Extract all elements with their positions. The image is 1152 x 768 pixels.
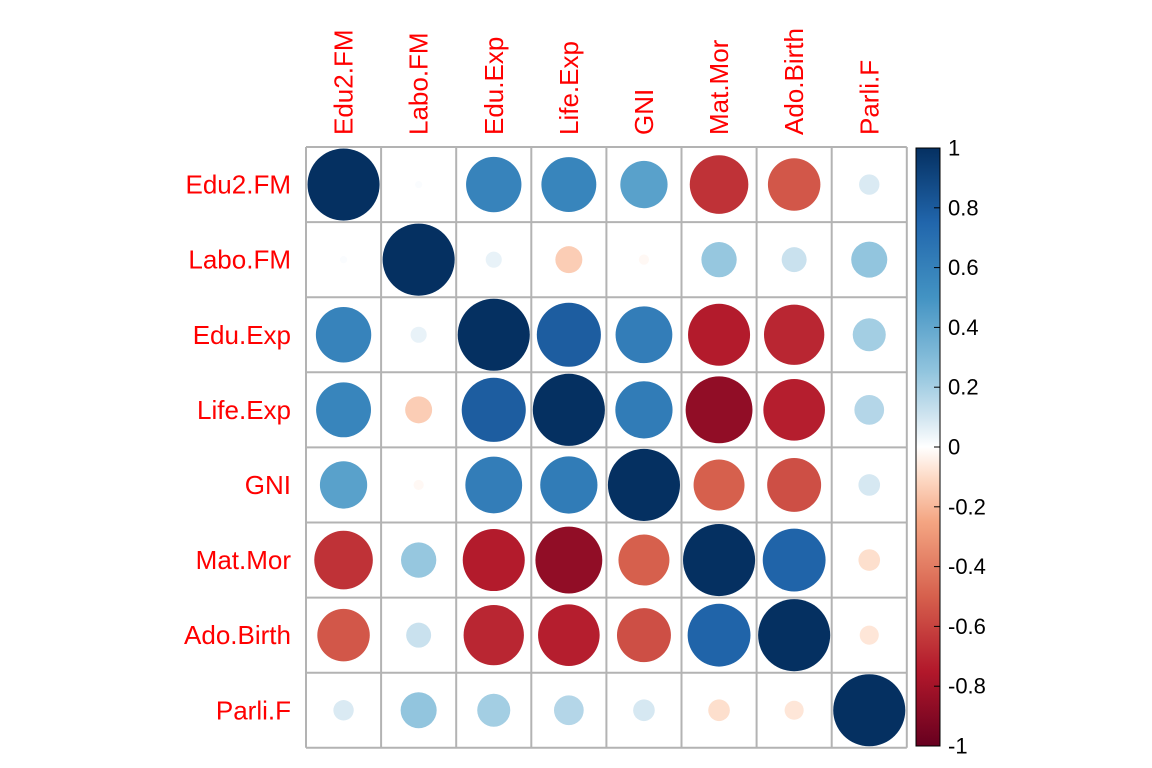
- correlation-circle-Life.Exp-Parli.F: [854, 394, 885, 425]
- correlation-circle-Ado.Birth-Edu2.FM: [317, 608, 370, 662]
- correlation-circle-Parli.F-GNI: [633, 699, 655, 722]
- column-label: Parli.F: [854, 60, 884, 135]
- color-legend: 1 0.8 0.6 0.4 0.2 0 -0.2 -0.4 -0.6 -0.8 -1: [915, 136, 986, 759]
- correlation-circle-Life.Exp-Mat.Mor: [685, 376, 753, 444]
- correlation-circle-Mat.Mor-Edu2.FM: [314, 530, 373, 590]
- correlation-circle-Life.Exp-Ado.Birth: [763, 379, 825, 441]
- correlation-circle-GNI-Parli.F: [858, 474, 881, 496]
- correlation-circle-Edu.Exp-Mat.Mor: [688, 303, 751, 366]
- correlation-circle-Ado.Birth-Mat.Mor: [687, 603, 751, 667]
- correlation-circle-Mat.Mor-Life.Exp: [535, 526, 603, 594]
- column-label: Life.Exp: [554, 41, 584, 135]
- correlation-circle-Edu2.FM-Life.Exp: [541, 157, 597, 213]
- color-scale-tick-label: 0.8: [948, 195, 979, 220]
- correlation-circle-Edu.Exp-GNI: [615, 306, 673, 364]
- correlation-circle-GNI-Mat.Mor: [693, 459, 745, 511]
- row-label: Parli.F: [216, 695, 291, 725]
- correlation-circle-Mat.Mor-GNI: [618, 534, 670, 586]
- correlation-circle-Mat.Mor-Ado.Birth: [762, 528, 826, 592]
- row-label: Edu.Exp: [193, 320, 291, 350]
- correlation-circle-Edu.Exp-Labo.FM: [410, 326, 427, 343]
- row-label: Mat.Mor: [196, 545, 292, 575]
- color-scale-tick-label: 0.2: [948, 375, 979, 400]
- correlation-circle-Ado.Birth-Life.Exp: [538, 604, 600, 666]
- correlation-circle-Parli.F-Edu2.FM: [333, 700, 354, 721]
- correlation-circle-Labo.FM-Mat.Mor: [701, 241, 737, 278]
- correlation-circle-Labo.FM-Ado.Birth: [781, 247, 807, 273]
- color-scale-tick-label: 0.6: [948, 255, 979, 280]
- color-scale-tick-label: -0.6: [948, 614, 986, 639]
- correlation-circle-GNI-Edu2.FM: [319, 461, 368, 509]
- correlation-circle-Edu.Exp-Life.Exp: [536, 302, 601, 367]
- correlation-circle-Life.Exp-Life.Exp: [532, 373, 605, 446]
- correlation-circle-Edu2.FM-Mat.Mor: [689, 155, 749, 214]
- correlation-circle-Ado.Birth-Parli.F: [859, 625, 879, 645]
- correlation-circle-Parli.F-Ado.Birth: [784, 700, 804, 720]
- column-label: Mat.Mor: [704, 39, 734, 135]
- correlation-circle-Ado.Birth-GNI: [616, 608, 671, 663]
- row-label: Labo.FM: [188, 245, 291, 275]
- row-label: GNI: [245, 470, 291, 500]
- correlation-circle-Labo.FM-Life.Exp: [555, 246, 583, 274]
- correlation-grid: [305, 146, 908, 749]
- color-scale-tick-label: 0: [948, 435, 960, 460]
- correlation-circle-Ado.Birth-Ado.Birth: [758, 599, 831, 672]
- row-label: Ado.Birth: [184, 620, 291, 650]
- column-label: Edu2.FM: [329, 30, 359, 136]
- correlation-circle-GNI-Life.Exp: [540, 456, 598, 514]
- correlation-circle-Parli.F-Mat.Mor: [708, 699, 730, 722]
- column-label: Labo.FM: [404, 32, 434, 135]
- correlation-circle-GNI-GNI: [607, 448, 680, 521]
- correlation-circle-GNI-Edu.Exp: [465, 456, 523, 514]
- column-label: GNI: [629, 89, 659, 135]
- correlation-circle-Edu2.FM-Labo.FM: [415, 180, 423, 189]
- correlation-circle-Edu2.FM-Parli.F: [859, 174, 880, 195]
- correlation-circle-Mat.Mor-Labo.FM: [400, 542, 437, 578]
- correlation-circle-Labo.FM-Parli.F: [851, 241, 888, 278]
- correlation-circles: [307, 148, 906, 747]
- color-scale-tick-label: 1: [948, 136, 960, 161]
- correlation-circle-Labo.FM-Labo.FM: [382, 223, 455, 296]
- correlation-circle-Labo.FM-GNI: [638, 254, 650, 265]
- correlation-circle-Mat.Mor-Mat.Mor: [683, 524, 756, 597]
- correlation-circle-Edu.Exp-Parli.F: [852, 318, 886, 352]
- correlation-circle-Parli.F-Edu.Exp: [477, 693, 511, 727]
- correlation-circle-Edu2.FM-Edu.Exp: [466, 156, 522, 213]
- color-scale-tick-label: -0.8: [948, 674, 986, 699]
- row-label: Edu2.FM: [186, 170, 292, 200]
- correlation-circle-Life.Exp-GNI: [615, 381, 673, 439]
- correlation-circle-Parli.F-Labo.FM: [400, 692, 437, 729]
- correlation-circle-Edu.Exp-Ado.Birth: [763, 304, 825, 365]
- correlation-circle-Labo.FM-Edu.Exp: [485, 251, 502, 268]
- color-scale-tick-label: -1: [948, 734, 968, 759]
- correlation-circle-GNI-Labo.FM: [413, 479, 424, 491]
- correlation-circle-GNI-Ado.Birth: [767, 457, 822, 512]
- correlation-circle-Life.Exp-Labo.FM: [405, 396, 433, 424]
- correlation-circle-Parli.F-Life.Exp: [553, 695, 584, 726]
- column-label: Edu.Exp: [479, 37, 509, 135]
- column-labels: Edu2.FM Labo.FM Edu.Exp Life.Exp GNI Mat.Mor A…: [329, 28, 885, 135]
- row-label: Life.Exp: [197, 395, 291, 425]
- correlation-circle-Life.Exp-Edu.Exp: [461, 377, 526, 442]
- correlation-circle-Mat.Mor-Parli.F: [858, 549, 881, 571]
- correlation-circle-Edu2.FM-Ado.Birth: [767, 158, 821, 211]
- color-scale-tick-label: 0.4: [948, 315, 979, 340]
- correlation-circle-Labo.FM-Edu2.FM: [339, 256, 348, 264]
- correlation-circle-Parli.F-Parli.F: [833, 674, 906, 747]
- correlation-circle-Mat.Mor-Edu.Exp: [462, 529, 525, 592]
- correlation-circle-Life.Exp-Edu2.FM: [316, 382, 372, 438]
- color-scale-tick-label: -0.2: [948, 494, 986, 519]
- correlation-circle-Edu2.FM-GNI: [620, 160, 668, 209]
- correlation-circle-Edu2.FM-Edu2.FM: [307, 148, 380, 221]
- row-labels: Edu2.FM Labo.FM Edu.Exp Life.Exp GNI Mat.Mor A…: [184, 170, 291, 726]
- column-label: Ado.Birth: [779, 28, 809, 135]
- correlation-circle-Ado.Birth-Edu.Exp: [463, 604, 524, 666]
- correlation-circle-Edu.Exp-Edu.Exp: [457, 298, 530, 371]
- correlation-circle-Ado.Birth-Labo.FM: [406, 622, 432, 648]
- correlation-circle-Edu.Exp-Edu2.FM: [315, 307, 372, 363]
- color-scale-tick-label: -0.4: [948, 554, 986, 579]
